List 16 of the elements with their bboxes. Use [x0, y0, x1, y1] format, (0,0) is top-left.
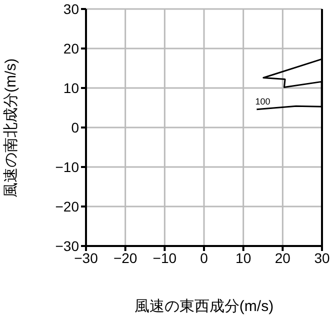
y-tick-label: −20 [55, 198, 80, 214]
x-tick-label: −20 [113, 250, 138, 266]
y-tick-label: −30 [55, 238, 80, 254]
annotation: 100 [255, 96, 270, 106]
x-tick-label: 20 [274, 250, 291, 266]
x-axis-title: 風速の東西成分(m/s) [134, 298, 274, 315]
y-tick-label: −10 [55, 158, 80, 175]
y-axis-title: 風速の南北成分(m/s) [2, 58, 20, 198]
y-tick-label: 20 [63, 40, 80, 56]
x-tick-label: −10 [152, 250, 177, 266]
x-tick-label: 10 [236, 250, 252, 266]
y-tick-label: 0 [71, 119, 80, 136]
y-tick-label: 30 [63, 0, 80, 17]
x-tick-label: 0 [200, 250, 208, 266]
x-tick-label: 30 [314, 250, 330, 266]
y-tick-label: 10 [63, 80, 80, 96]
